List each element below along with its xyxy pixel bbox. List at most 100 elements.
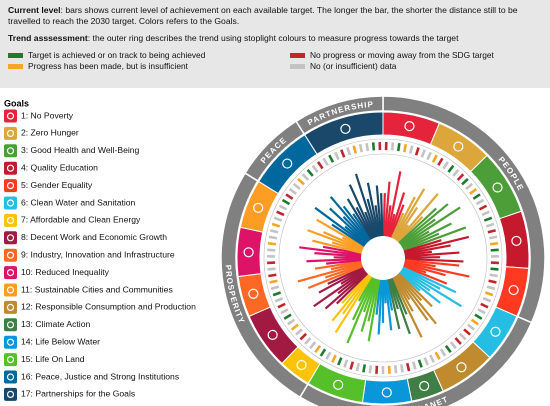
target-bar	[400, 269, 431, 292]
goal-segment	[236, 226, 264, 278]
goal-icon	[4, 161, 17, 175]
trend-legend-item: Target is achieved or on track to being …	[8, 50, 205, 61]
trend-marker	[481, 210, 490, 217]
target-bar	[314, 206, 366, 246]
target-bar	[340, 268, 365, 285]
target-bar	[389, 204, 405, 238]
target-bar	[331, 223, 366, 247]
trend-legend-label: No progress or moving away from the SDG …	[310, 50, 494, 60]
target-bar	[392, 196, 416, 240]
trend-marker	[283, 313, 292, 320]
trend-marker	[420, 149, 426, 158]
goal-segment-icon	[490, 326, 501, 337]
goals-title: Goals	[4, 98, 29, 108]
target-bar	[297, 262, 363, 283]
trend-marker	[299, 332, 308, 341]
trend-marker	[325, 351, 332, 360]
goal-icon	[4, 353, 17, 367]
goal-segment-icon	[248, 288, 259, 299]
current-text: Current level: bars shows current level …	[8, 5, 542, 27]
trend-marker	[488, 279, 497, 284]
trend-marker	[362, 364, 367, 373]
goal-icon	[4, 231, 17, 245]
trend-marker	[458, 332, 467, 341]
target-bar	[386, 279, 401, 330]
target-bar	[366, 182, 380, 237]
goal-icon-glyph	[6, 251, 15, 259]
trend-marker	[271, 222, 281, 228]
trend-marker	[292, 182, 301, 190]
trend-marker	[484, 291, 494, 297]
target-bar	[386, 171, 402, 237]
goal-icon-glyph	[6, 112, 15, 120]
target-bar	[380, 193, 384, 237]
target-bar	[324, 263, 363, 279]
target-bar	[397, 216, 424, 243]
goal-segment-icon	[381, 387, 392, 398]
goal-icon	[4, 283, 17, 297]
trend-marker	[290, 323, 299, 331]
target-bar	[374, 205, 381, 237]
target-bar	[402, 232, 440, 251]
target-bar	[364, 211, 377, 238]
trend-marker	[399, 364, 404, 373]
target-bar	[387, 213, 396, 237]
trend-marker	[456, 173, 465, 181]
trend-marker	[390, 142, 395, 151]
trend-marker	[306, 169, 314, 177]
target-bar	[402, 222, 452, 250]
goal-label: 16: Peace, Justice and Strong Institutio…	[21, 371, 179, 381]
goal-icon	[4, 196, 17, 210]
trend-marker	[371, 142, 376, 151]
goal-label: 11: Sustainable Cities and Communities	[21, 284, 173, 294]
goal-icon-glyph	[6, 164, 15, 172]
goal-label: 5: Gender Equality	[21, 180, 93, 190]
goal-icon	[4, 126, 17, 140]
goal-segment	[361, 378, 413, 405]
trend-legend-item: No (or insufficient) data	[290, 61, 396, 72]
trend-marker	[270, 229, 279, 234]
target-bar	[307, 265, 363, 290]
target-bar	[367, 279, 381, 342]
goal-label: 9: Industry, Innovation and Infrastructu…	[21, 249, 175, 259]
target-bar	[388, 278, 399, 310]
target-bar	[404, 257, 464, 263]
trend-marker	[287, 318, 296, 326]
trend-marker	[288, 187, 297, 195]
goal-label: 2: Zero Hunger	[21, 128, 79, 138]
trend-marker	[368, 365, 373, 374]
target-bar	[404, 259, 460, 267]
trend-swatch	[290, 53, 305, 59]
trend-legend-label: No (or insufficient) data	[310, 61, 397, 71]
trend-marker	[349, 361, 355, 370]
goal-icon-glyph	[6, 216, 15, 224]
trend-marker	[444, 344, 452, 353]
trend-marker	[272, 291, 282, 297]
target-bar	[390, 277, 408, 315]
trend-marker	[470, 318, 479, 326]
goal-icon	[4, 248, 17, 262]
goal-icon-glyph	[6, 338, 15, 346]
trend-marker	[490, 248, 499, 252]
trend-marker	[319, 348, 327, 357]
trend-marker	[452, 169, 460, 177]
trend-legend-label: Target is achieved or on track to being …	[28, 50, 206, 60]
trend-marker	[423, 357, 429, 366]
target-bar	[404, 235, 470, 254]
inner-ring	[278, 153, 488, 363]
target-bar	[327, 266, 364, 285]
trend-swatch	[8, 64, 23, 70]
trend-marker	[316, 161, 324, 170]
target-bar	[403, 226, 467, 252]
goal-icon	[4, 144, 17, 158]
goal-segment-icon	[492, 182, 503, 193]
trend-marker	[489, 273, 498, 278]
target-bar	[382, 193, 386, 237]
target-bar	[314, 252, 362, 258]
trend-marker	[426, 151, 432, 161]
target-bar	[401, 230, 430, 248]
goal-segment-icon	[508, 284, 519, 296]
target-bar	[393, 275, 411, 301]
trend-marker	[402, 144, 408, 153]
target-bar	[299, 246, 362, 257]
